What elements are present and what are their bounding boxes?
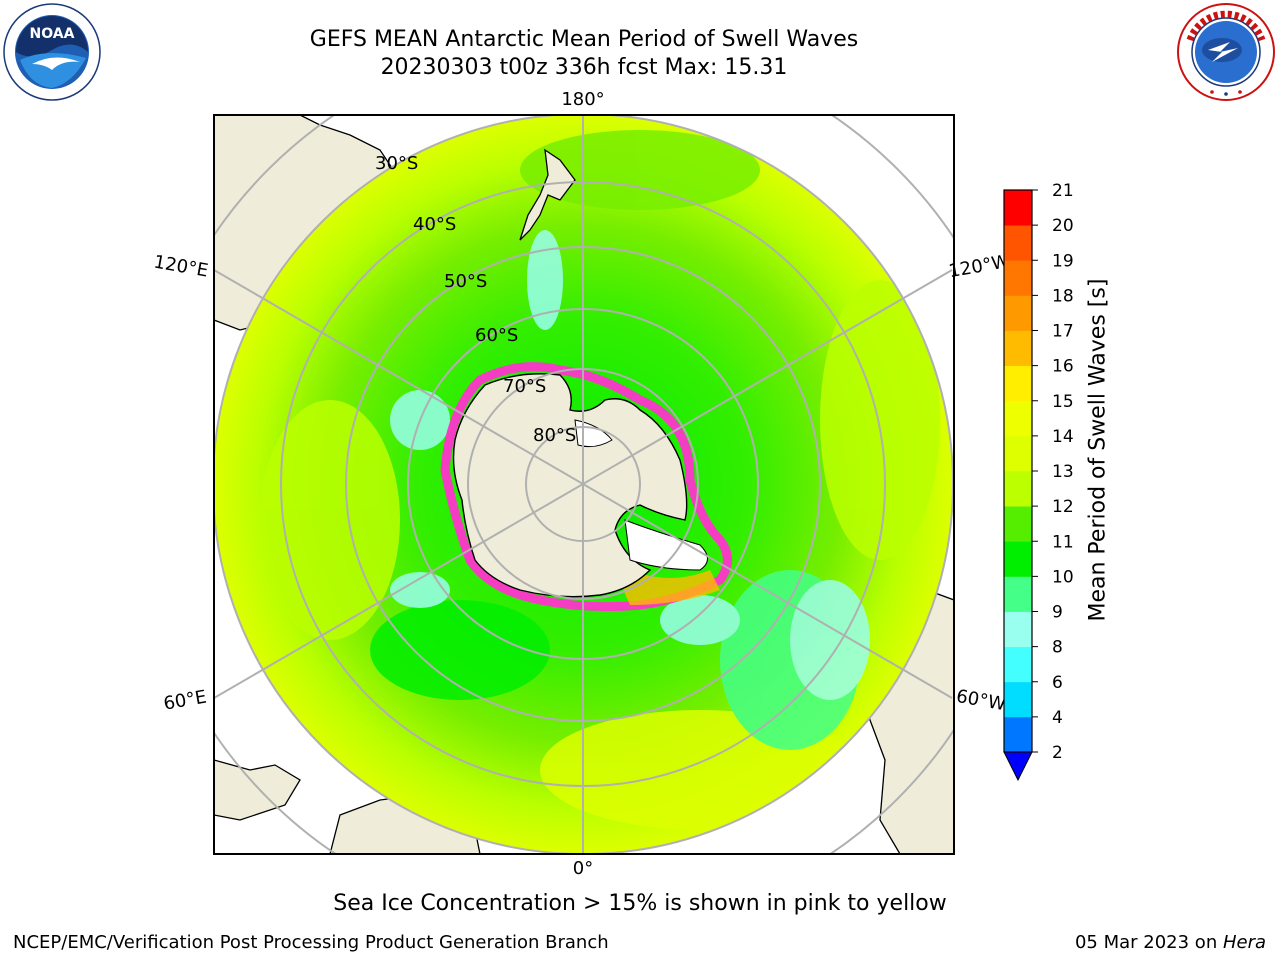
lon-label-60w: 60°W [955,686,1008,715]
antarctica [452,373,688,598]
lon-label-180: 180° [561,89,604,110]
colorbar-band [1004,506,1032,542]
svg-text:NOAA: NOAA [30,26,75,42]
colorbar-tick-label: 14 [1052,427,1074,447]
colorbar-tick-label: 10 [1052,567,1074,587]
lon-label-120w: 120°W [947,251,1011,282]
chart-subtitle: 20230303 t00z 336h fcst Max: 15.31 [380,55,788,80]
colorbar-tick-label: 15 [1052,392,1074,412]
colorbar-band [1004,330,1032,367]
noaa-logo-icon: NOAA [3,3,101,101]
colorbar-tick-label: 19 [1052,251,1074,271]
lat-label-30s: 30°S [375,153,418,174]
colorbar-tick-label: 9 [1052,603,1063,623]
colorbar-tick-label: 11 [1052,532,1074,552]
colorbar-tick-label: 6 [1052,673,1063,693]
lat-label-50s: 50°S [444,271,487,292]
lat-label-70s: 70°S [503,376,546,397]
colorbar-band [1004,435,1032,472]
weddell-ice-shelf [624,519,708,571]
map-frame [213,114,955,855]
colorbar-band [1004,225,1032,261]
swell-period-patches [260,130,940,830]
colorbar-tick-label: 4 [1052,708,1063,728]
lon-label-120e: 120°E [152,251,210,281]
colorbar-band [1004,295,1032,331]
colorbar-band [1004,541,1032,577]
colorbar-band [1004,471,1032,507]
colorbar-band [1004,646,1032,683]
colorbar-band [1004,190,1032,226]
footer-date-text: 05 Mar 2023 on [1074,932,1223,953]
colorbar-band [1004,716,1032,753]
colorbar-tick-label: 18 [1052,286,1074,306]
lon-label-0: 0° [573,858,593,879]
colorbar-tick-label: 2 [1052,743,1063,763]
colorbar-label: Mean Period of Swell Waves [s] [1085,278,1111,622]
colorbar-extend-arrow [1003,751,1033,782]
colorbar-band [1004,576,1032,612]
lon-label-60e: 60°E [162,686,208,714]
footer-date: 05 Mar 2023 on Hera [1075,932,1266,954]
lat-label-80s: 80°S [533,425,576,446]
new-zealand [519,148,576,241]
colorbar-tick-label: 13 [1052,462,1074,482]
colorbar-tick-label: 20 [1052,216,1074,236]
colorbar-tick-label: 8 [1052,638,1063,658]
colorbar-band [1004,260,1032,296]
sea-ice-high [610,560,720,605]
colorbar-band [1004,681,1032,718]
sea-ice-caption: Sea Ice Concentration > 15% is shown in … [333,891,947,916]
colorbar-band [1004,611,1032,648]
footer-credit: NCEP/EMC/Verification Post Processing Pr… [13,932,609,953]
colorbar-tick-label: 16 [1052,357,1074,377]
colorbar: 21 20 19 18 17 16 15 14 13 12 11 10 9 8 6 4 2 [1003,181,1074,782]
lat-label-60s: 60°S [475,325,518,346]
colorbar-tick-label: 12 [1052,497,1074,517]
colorbar-band [1004,400,1032,437]
nws-logo-icon [1177,3,1275,101]
latitude-labels: 30°S 40°S 50°S 60°S 70°S 80°S [375,153,576,446]
footer-host: Hera [1222,932,1266,953]
colorbar-band [1004,365,1032,402]
colorbar-tick-label: 17 [1052,322,1074,342]
colorbar-tick-label: 21 [1052,181,1074,201]
lat-label-40s: 40°S [413,214,456,235]
chart-title: GEFS MEAN Antarctic Mean Period of Swell… [309,27,859,52]
